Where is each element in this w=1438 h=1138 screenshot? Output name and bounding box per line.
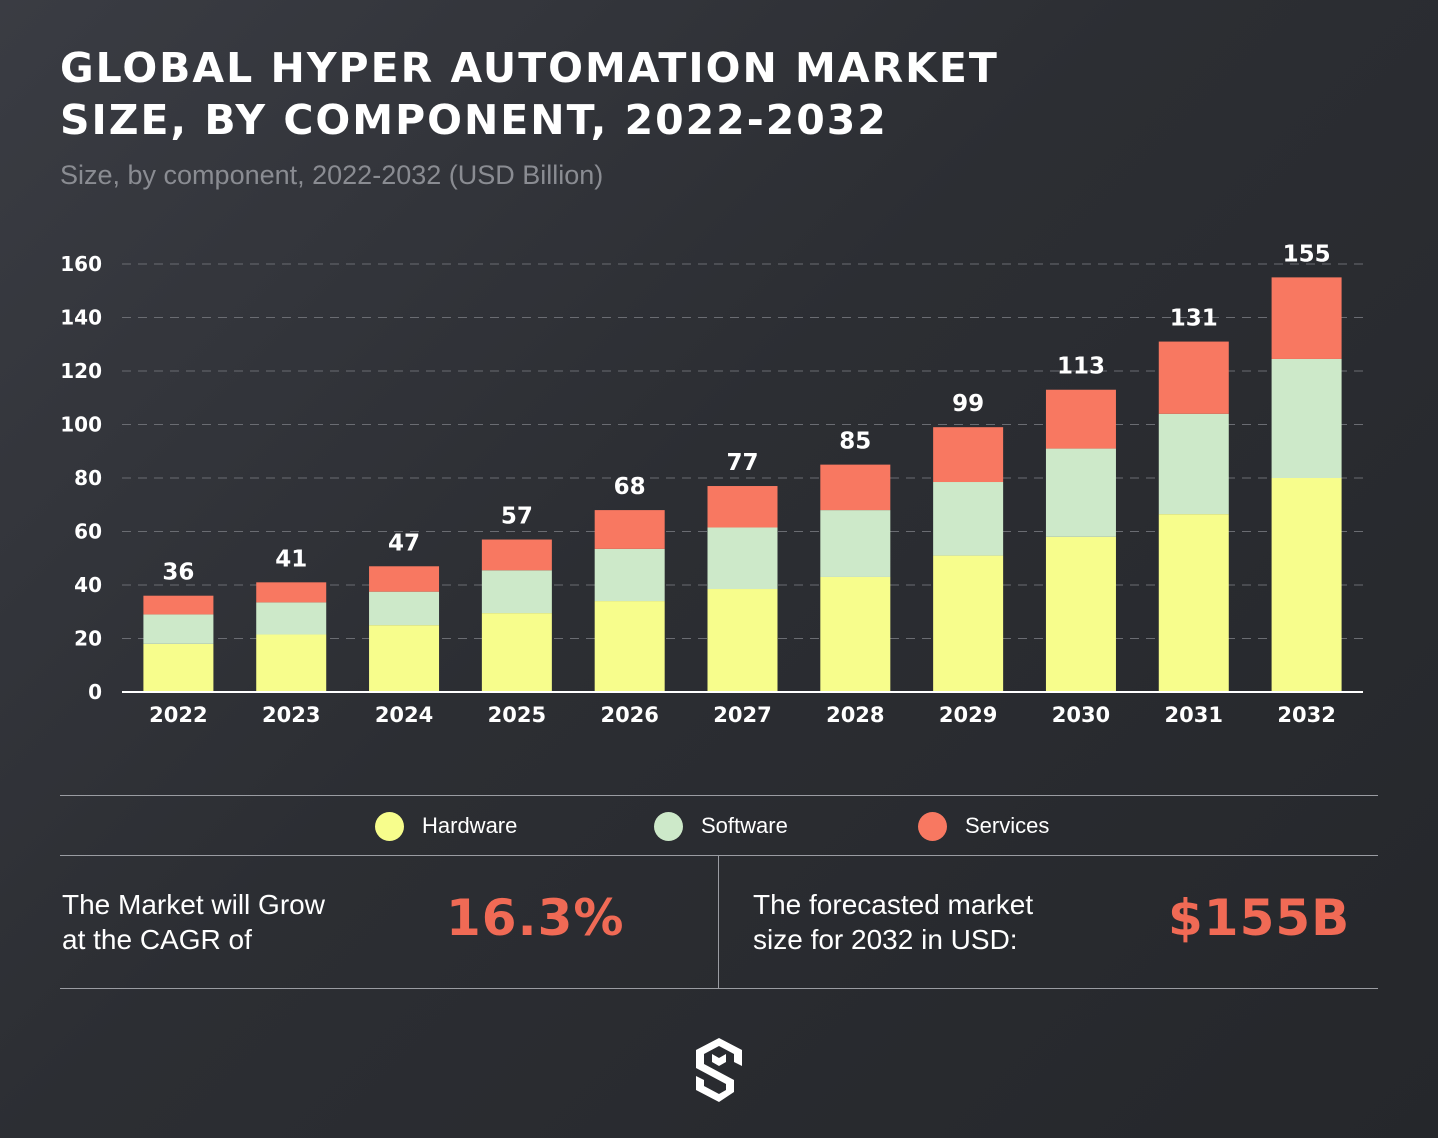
bar-segment-hardware [481, 613, 552, 692]
y-tick-label: 100 [60, 413, 102, 437]
bar-segment-hardware [820, 576, 891, 692]
legend-item-services: Services [918, 811, 1049, 841]
stacked-bar-chart: 0 20 40 60 80 100 120 140 160 36 2022 41 2023 47 2024 5… [60, 241, 1363, 727]
bar-segment-software [933, 482, 1004, 556]
y-tick-label: 0 [88, 680, 102, 704]
legend: Hardware Software Services [60, 795, 1378, 856]
bar-segment-hardware [256, 634, 327, 692]
bar-segment-services [481, 539, 552, 571]
bar-total-label: 41 [275, 546, 307, 572]
bar-total-label: 36 [162, 560, 194, 586]
bar-segment-software [707, 527, 778, 590]
bar-segment-hardware [1158, 514, 1229, 692]
bar-total-label: 57 [501, 504, 533, 530]
bar-segment-software [1271, 358, 1342, 478]
chart-subtitle: Size, by component, 2022-2032 (USD Billi… [60, 160, 604, 190]
x-tick-label: 2025 [488, 703, 546, 727]
chart-title-line-1: GLOBAL HYPER AUTOMATION MARKET [60, 44, 999, 92]
chart-title: GLOBAL HYPER AUTOMATION MARKET SIZE, BY … [60, 42, 1360, 146]
x-tick-label: 2029 [939, 703, 997, 727]
bar-total-label: 77 [726, 450, 758, 476]
x-tick-label: 2024 [375, 703, 433, 727]
forecast-label-line-1: The forecasted market [753, 889, 1034, 920]
bar-segment-services [1158, 341, 1229, 414]
legend-swatch-hardware [375, 811, 404, 841]
legend-swatch-software [654, 811, 683, 841]
bar-segment-hardware [1045, 536, 1116, 692]
x-tick-label: 2028 [826, 703, 884, 727]
bar-segment-software [481, 570, 552, 614]
y-tick-label: 20 [74, 627, 102, 651]
y-tick-label: 80 [74, 466, 102, 490]
bar-segment-software [594, 548, 665, 602]
bar-segment-services [256, 582, 327, 603]
bar-segment-hardware [933, 555, 1004, 692]
bar-total-label: 113 [1057, 354, 1105, 380]
y-tick-label: 60 [74, 520, 102, 544]
y-tick-label: 160 [60, 252, 102, 276]
bar-segment-hardware [369, 625, 440, 692]
forecast-label-line-2: size for 2032 in USD: [753, 924, 1018, 955]
bar-total-label: 131 [1170, 306, 1218, 332]
bar-segment-software [143, 614, 214, 644]
bar-segment-hardware [143, 643, 214, 692]
forecast-value: $155B [1168, 889, 1351, 947]
bar-segment-software [369, 591, 440, 626]
bar-segment-services [707, 486, 778, 528]
bar-segment-hardware [707, 589, 778, 692]
bar-segment-services [1271, 277, 1342, 359]
bar-segment-services [1045, 389, 1116, 449]
bar-segment-software [1045, 448, 1116, 537]
forecast-label: The forecasted market size for 2032 in U… [753, 887, 1033, 957]
bar-segment-services [820, 464, 891, 511]
bar-segment-services [933, 427, 1004, 483]
bar-segment-software [256, 602, 327, 635]
x-tick-label: 2030 [1052, 703, 1110, 727]
bar-segment-hardware [594, 601, 665, 692]
bar-segment-services [143, 595, 214, 615]
legend-label-software: Software [701, 813, 788, 838]
legend-label-services: Services [965, 813, 1050, 838]
ms-logo-icon [696, 1038, 742, 1102]
chart-title-line-2: SIZE, BY COMPONENT, 2022-2032 [60, 96, 888, 144]
cagr-label-line-2: at the CAGR of [62, 924, 252, 955]
legend-item-software: Software [654, 811, 788, 841]
bar-segment-software [820, 510, 891, 577]
x-tick-label: 2026 [600, 703, 658, 727]
x-tick-label: 2027 [713, 703, 771, 727]
bar-total-label: 68 [614, 474, 646, 500]
bar-segment-services [369, 566, 440, 592]
x-tick-label: 2023 [262, 703, 320, 727]
y-tick-label: 40 [74, 573, 102, 597]
y-tick-label: 120 [60, 359, 102, 383]
x-tick-label: 2031 [1165, 703, 1223, 727]
x-tick-label: 2022 [149, 703, 207, 727]
cagr-value: 16.3% [446, 889, 625, 947]
bar-total-label: 47 [388, 530, 420, 556]
cagr-label-line-1: The Market will Grow [62, 889, 325, 920]
stats-row: The Market will Grow at the CAGR of 16.3… [60, 855, 1378, 989]
bar-segment-hardware [1271, 478, 1342, 692]
bar-segment-services [594, 510, 665, 549]
legend-item-hardware: Hardware [375, 811, 517, 841]
bar-total-label: 85 [839, 429, 871, 455]
x-tick-label: 2032 [1277, 703, 1335, 727]
cagr-label: The Market will Grow at the CAGR of [62, 887, 325, 957]
stats-divider [718, 855, 719, 988]
bar-segment-software [1158, 413, 1229, 515]
y-tick-label: 140 [60, 306, 102, 330]
bar-total-label: 99 [952, 391, 984, 417]
bar-total-label: 155 [1283, 241, 1331, 267]
legend-swatch-services [918, 811, 947, 841]
legend-label-hardware: Hardware [422, 813, 518, 838]
